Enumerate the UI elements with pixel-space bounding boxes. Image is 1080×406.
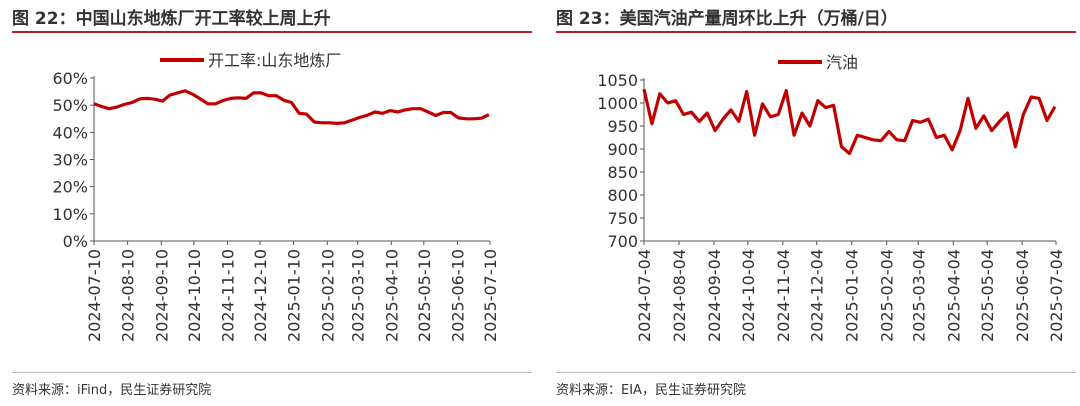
x-tick-label: 2024-09-10	[152, 249, 171, 342]
y-tick-label: 60%	[52, 69, 88, 88]
source-divider	[12, 372, 532, 373]
chart-us-gasoline-output: 700 750 800 850 900 950 1000 1050 2024-07-04 2024…	[597, 53, 1066, 342]
x-tick-label: 2024-08-10	[119, 249, 138, 342]
x-tick-label: 2025-07-04	[1047, 249, 1066, 342]
x-tick-label: 2024-10-10	[185, 249, 204, 342]
x-tick-label: 2024-08-04	[670, 249, 689, 342]
x-tick-label: 2025-02-10	[318, 249, 337, 342]
x-tick-label: 2024-11-04	[774, 249, 793, 342]
y-tick-label: 950	[607, 117, 638, 136]
x-tick-label: 2025-01-10	[285, 249, 304, 342]
panel-right-gasoline-output: 图 23：美国汽油产量周环比上升（万桶/日） 700 750 800 850 900 95…	[556, 0, 1076, 406]
source-note: 资料来源：iFind，民生证券研究院	[12, 383, 212, 398]
x-tick-label: 2024-07-04	[635, 249, 654, 342]
x-tick-label: 2024-12-10	[251, 249, 270, 342]
x-tick-label: 2024-07-10	[85, 249, 104, 342]
x-tick-label: 2024-11-10	[218, 249, 237, 342]
x-tick-label: 2025-07-10	[481, 249, 500, 342]
series-line	[93, 89, 490, 126]
x-tick-label: 2025-01-04	[843, 249, 862, 342]
y-tick-label: 0%	[63, 232, 88, 251]
chart-refinery-operating-rate: 0% 10% 20% 30% 40% 50% 60% 2024-07-10 2024-08-10…	[52, 51, 500, 342]
figure-title: 图 22：中国山东地炼厂开工率较上周上升	[12, 9, 331, 29]
x-tick-label: 2025-06-10	[448, 249, 467, 342]
y-tick-label: 1050	[597, 71, 638, 90]
x-tick-label: 2025-03-04	[909, 249, 928, 342]
y-tick-label: 10%	[52, 205, 88, 224]
x-tick-label: 2025-02-04	[878, 249, 897, 342]
legend-label: 开工率:山东地炼厂	[208, 51, 341, 70]
x-tick-label: 2025-04-04	[944, 249, 963, 342]
source-note: 资料来源：EIA，民生证券研究院	[556, 383, 746, 398]
y-tick-label: 50%	[52, 96, 88, 115]
series-line	[642, 88, 1057, 156]
legend-label: 汽油	[826, 53, 858, 72]
x-tick-label: 2025-06-04	[1013, 249, 1032, 342]
x-tick-label: 2025-04-10	[382, 249, 401, 342]
x-tick-label: 2024-09-04	[705, 249, 724, 342]
x-tick-label: 2024-12-04	[808, 249, 827, 342]
y-tick-label: 800	[607, 186, 638, 205]
y-tick-label: 30%	[52, 151, 88, 170]
source-divider	[556, 372, 1076, 373]
y-tick-label: 20%	[52, 178, 88, 197]
y-tick-label: 1000	[597, 94, 638, 113]
y-tick-label: 750	[607, 209, 638, 228]
figure-title: 图 23：美国汽油产量周环比上升（万桶/日）	[556, 9, 898, 29]
y-tick-label: 850	[607, 163, 638, 182]
x-tick-label: 2025-05-04	[978, 249, 997, 342]
title-divider	[12, 31, 532, 33]
y-tick-label: 700	[607, 232, 638, 251]
y-tick-label: 40%	[52, 123, 88, 142]
panel-left-refinery-rate: 图 22：中国山东地炼厂开工率较上周上升 0% 10% 20% 30% 40% 50% 60…	[12, 0, 532, 406]
x-tick-label: 2025-03-10	[349, 249, 368, 342]
x-tick-label: 2025-05-10	[415, 249, 434, 342]
x-tick-label: 2024-10-04	[739, 249, 758, 342]
title-divider	[556, 31, 1076, 33]
y-tick-label: 900	[607, 140, 638, 159]
